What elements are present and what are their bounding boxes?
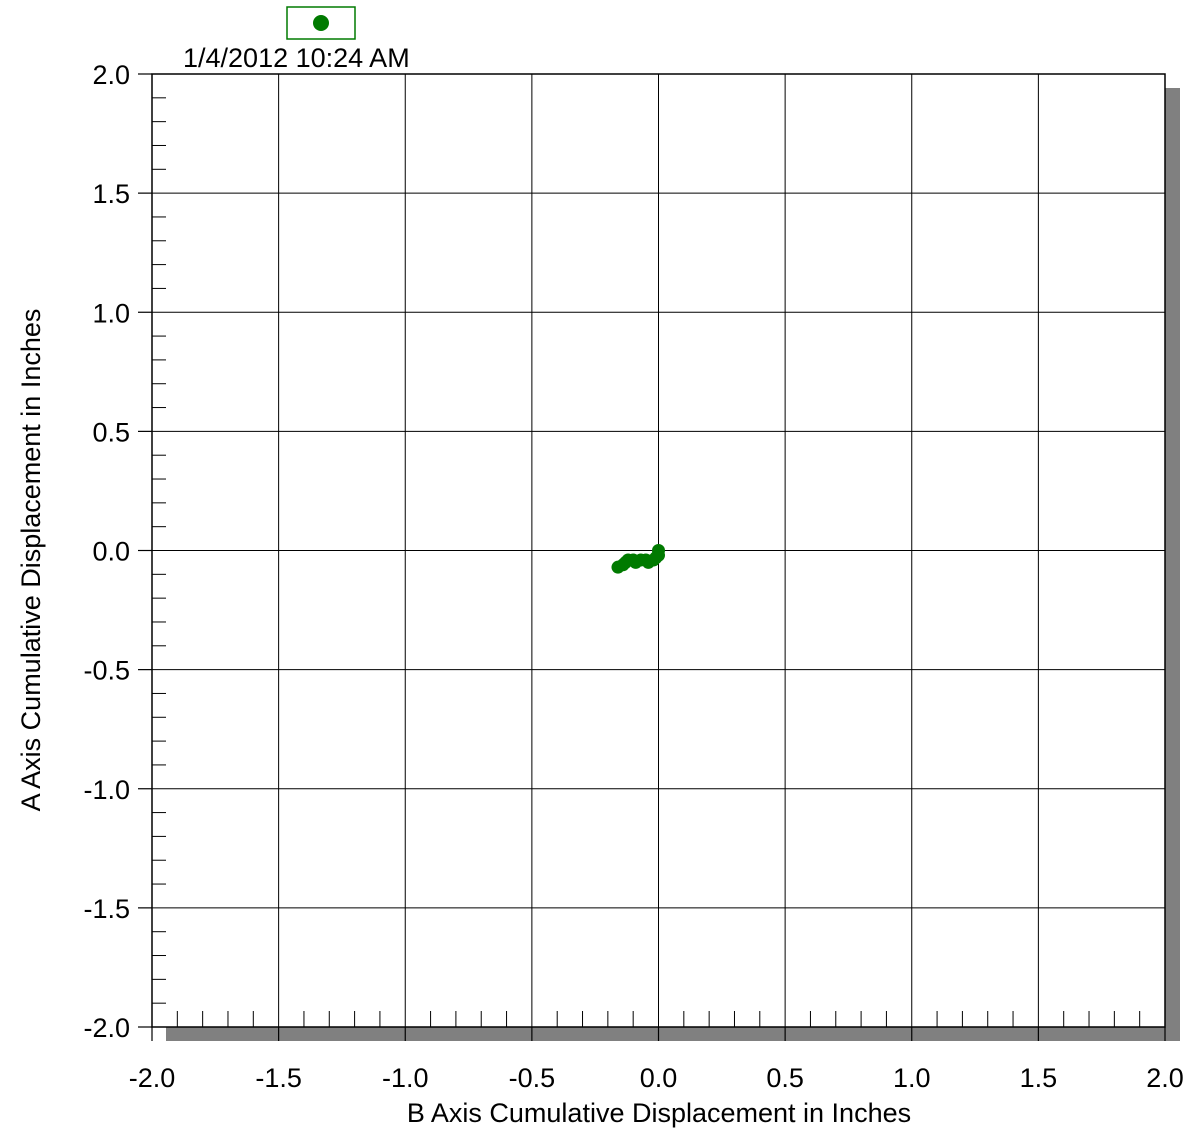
- x-tick-label: 1.0: [893, 1063, 931, 1093]
- x-tick-label: 0.5: [766, 1063, 804, 1093]
- x-tick-labels: -2.0 -1.5 -1.0 -0.5 0.0 0.5 1.0 1.5 2.0: [129, 1063, 1184, 1093]
- x-axis-title: B Axis Cumulative Displacement in Inches: [407, 1098, 911, 1128]
- y-tick-label: 0.0: [92, 537, 130, 567]
- minor-ticks: [138, 73, 1166, 1041]
- data-points: [611, 544, 665, 574]
- grid-lines: [152, 74, 1165, 1027]
- x-tick-label: -0.5: [509, 1063, 556, 1093]
- y-tick-label: 1.0: [92, 298, 130, 328]
- x-tick-label: 0.0: [640, 1063, 678, 1093]
- y-tick-label: 1.5: [92, 179, 130, 209]
- legend: 1/4/2012 10:24 AM: [183, 6, 410, 73]
- y-tick-label: -0.5: [83, 656, 130, 686]
- y-tick-label: 0.5: [92, 417, 130, 447]
- x-tick-label: 1.5: [1020, 1063, 1058, 1093]
- x-tick-label: 2.0: [1146, 1063, 1184, 1093]
- x-tick-label: -2.0: [129, 1063, 176, 1093]
- data-point: [611, 560, 625, 574]
- y-tick-label: -2.0: [83, 1013, 130, 1043]
- y-axis-title: A Axis Cumulative Displacement in Inches: [16, 309, 46, 812]
- legend-label: 1/4/2012 10:24 AM: [183, 43, 410, 73]
- y-tick-labels: 2.0 1.5 1.0 0.5 0.0 -0.5 -1.0 -1.5 -2.0: [83, 60, 130, 1043]
- y-tick-label: -1.0: [83, 775, 130, 805]
- y-tick-label: 2.0: [92, 60, 130, 90]
- x-tick-label: -1.0: [382, 1063, 429, 1093]
- x-tick-label: -1.5: [255, 1063, 302, 1093]
- legend-marker-icon: [313, 15, 329, 31]
- y-tick-label: -1.5: [83, 894, 130, 924]
